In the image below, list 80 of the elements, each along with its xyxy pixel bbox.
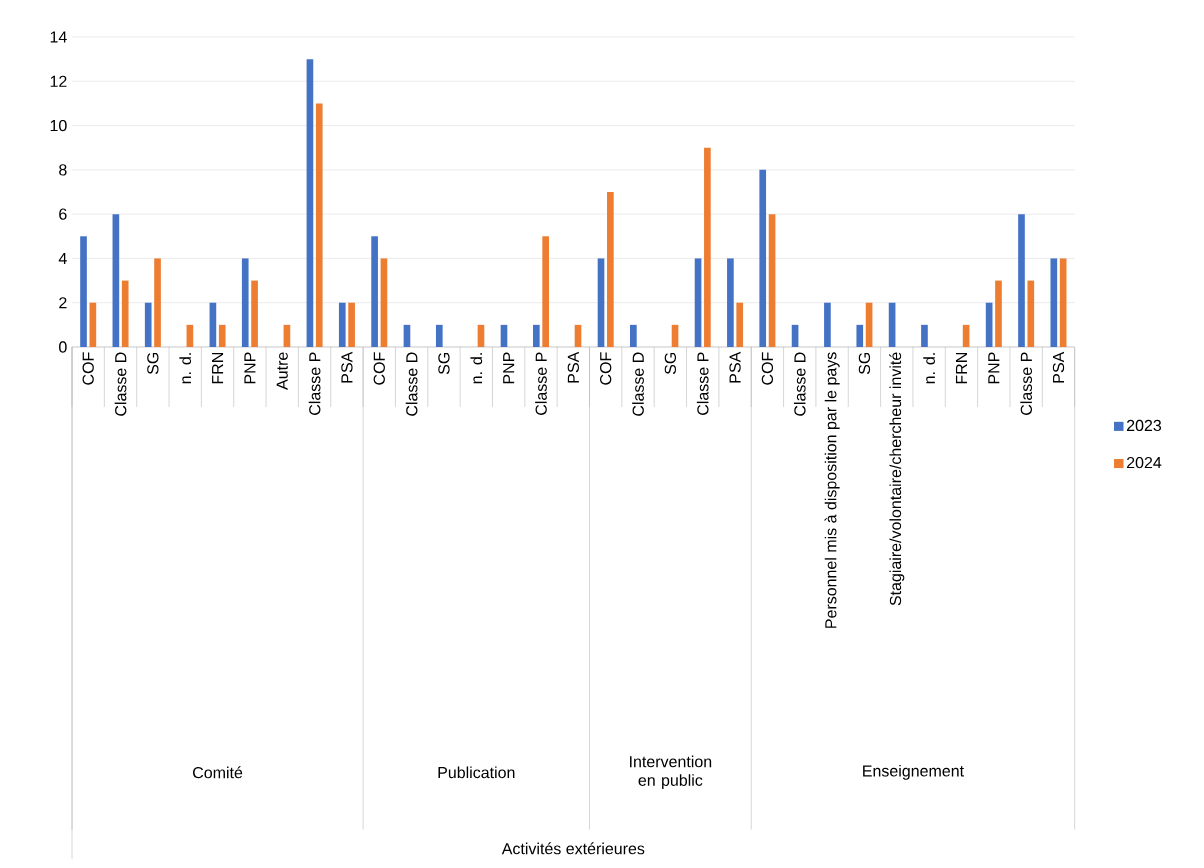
x-tick-label: PNP [503,352,515,384]
x-tick-label: SG [664,352,677,375]
x-tick-label: FRN [212,353,224,384]
x-tick-label: PSA [341,351,353,383]
x-tick-label: Classe P [696,352,709,415]
bar [630,324,637,347]
bar [542,236,549,347]
x-tick-label: COF [82,352,94,385]
text: Comité [193,766,243,779]
bar [338,302,346,347]
bar [112,214,120,347]
bar [694,258,702,347]
x-tick-label: PSA [1052,351,1065,383]
bar [435,324,443,347]
x-tick-label: PSA [729,351,741,383]
bar [80,236,87,347]
x-tick-label: PNP [988,352,1000,384]
bar [736,302,744,347]
text: Intervention en public [630,755,712,790]
x-tick-label: SG [858,352,871,375]
text: Enseignement [863,764,964,780]
x-tick-label: n. d. [923,353,935,384]
bar [727,258,734,347]
y-tick-label: 6 [59,208,67,220]
x-tick-label: Personnel mis à disposition par le pays [824,352,840,628]
x-tick-label: Classe P [1020,352,1033,415]
bar [607,191,614,347]
bar [1027,280,1035,347]
x-tick-label: Classe D [793,352,806,416]
bar [1018,214,1025,347]
x-tick-label: Autre [276,352,288,390]
bar [241,258,249,347]
bar [824,302,831,347]
x-tick-label: COF [761,352,774,385]
x-tick-label: Classe D [632,352,644,416]
x-tick-label: FRN [955,353,967,384]
bar [315,103,323,347]
y-tick-label: 8 [59,164,67,176]
x-tick-label: SG [438,352,450,375]
x-tick-label: n. d. [179,353,192,384]
x-tick-label: Classe D [405,352,418,416]
x-tick-label: Classe P [535,352,547,415]
bar [856,324,864,347]
bar [704,147,711,347]
text: Activités extérieures [501,842,645,855]
x-tick-label: PSA [567,351,579,383]
text: Publication [438,766,515,779]
bar [1059,258,1067,347]
bar [348,302,355,347]
y-tick-label: 4 [58,252,67,264]
y-tick-label: 14 [50,31,67,43]
bar [371,236,378,347]
bar [218,324,226,347]
y-tick-label: 2 [59,297,67,309]
legend-label: 2024 [1126,456,1162,469]
x-tick-label: COF [373,352,385,385]
x-tick-label: COF [600,352,612,385]
bar [533,324,540,347]
x-tick-label: Classe P [308,352,321,415]
bar [1050,258,1058,347]
x-tick-label: SG [147,352,159,375]
bar [768,214,776,347]
bar [597,258,605,347]
x-tick-label: Stagiaire/volontaire/chercheur invité [889,352,905,606]
bar [154,258,161,347]
x-tick-label: PNP [244,352,256,384]
bar [251,280,258,347]
bar [144,302,152,347]
bar [121,280,129,347]
bar [995,280,1002,347]
y-tick-label: 12 [50,75,67,87]
legend-label: 2023 [1126,419,1162,432]
bar [921,324,928,347]
y-tick-label: 0 [59,341,67,353]
bar [380,258,388,347]
bar [306,59,314,347]
x-tick-label: n. d. [470,353,483,384]
bar [759,169,767,347]
y-tick-label: 10 [50,119,67,132]
x-tick-label: Classe D [114,352,127,416]
